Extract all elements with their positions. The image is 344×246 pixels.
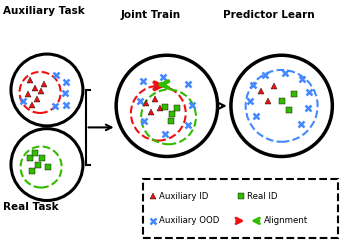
Text: Auxiliary Task: Auxiliary Task xyxy=(3,6,85,15)
Text: Predictor Learn: Predictor Learn xyxy=(223,11,315,20)
Text: Auxiliary ID: Auxiliary ID xyxy=(159,192,208,201)
Text: Real ID: Real ID xyxy=(247,192,277,201)
Text: Real Task: Real Task xyxy=(3,202,59,213)
Text: Alignment: Alignment xyxy=(264,216,308,225)
Text: Joint Train: Joint Train xyxy=(121,11,181,20)
Text: Auxiliary OOD: Auxiliary OOD xyxy=(159,216,219,225)
